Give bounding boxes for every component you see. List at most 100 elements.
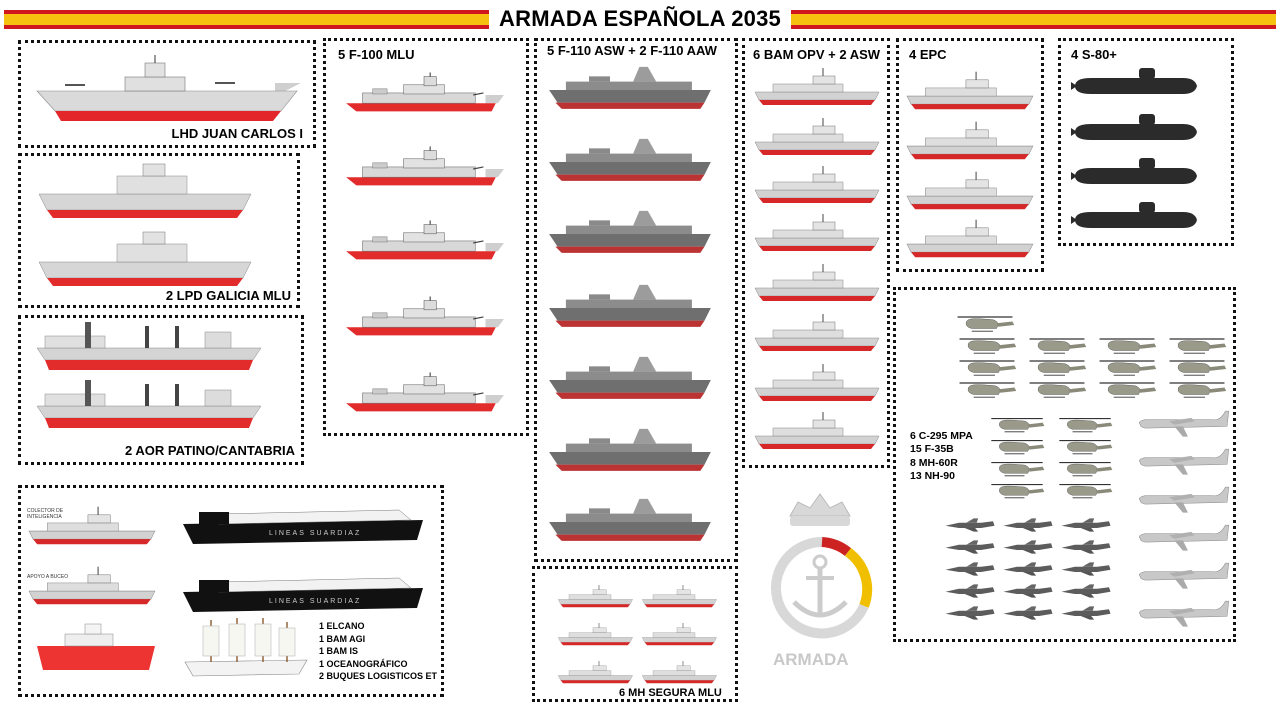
c295-plane [1138, 410, 1230, 438]
f110-ship [549, 210, 711, 253]
nh90-helicopter [1028, 360, 1087, 376]
aviation-line: 8 MH-60R [910, 456, 958, 469]
f100-ship [343, 219, 505, 261]
misc-section: COLECTOR DE INTELIGENCIA APOYO A BUCEO L… [18, 485, 444, 697]
f35b-jet [1003, 562, 1053, 576]
f35b-jet [945, 584, 995, 598]
ferry-ship [183, 577, 423, 612]
ferry-ship [183, 509, 423, 544]
f110-ship [549, 138, 711, 181]
lhd-ship [36, 55, 301, 121]
f100-ship [343, 71, 505, 113]
aviation-line: 15 F-35B [910, 443, 954, 456]
epc-section: 4 EPC [896, 38, 1044, 272]
lhd-label: LHD JUAN CARLOS I [171, 126, 303, 141]
bam-ship [754, 363, 880, 402]
nh90-helicopter [1168, 382, 1227, 398]
f35b-jet [1061, 606, 1111, 620]
c295-plane [1138, 524, 1230, 552]
aor-label: 2 AOR PATINO/CANTABRIA [125, 443, 295, 458]
nh90-helicopter [958, 360, 1017, 376]
f100-ship [343, 371, 505, 413]
mh-label: 6 MH SEGURA MLU [619, 687, 722, 699]
mh60r-helicopter [990, 439, 1045, 455]
lpd-label: 2 LPD GALICIA MLU [165, 288, 291, 303]
f35b-jet [945, 606, 995, 620]
f100-ship [343, 145, 505, 187]
mh-section: 6 MH SEGURA MLU [532, 566, 738, 702]
misc-line: 1 ELCANO [319, 621, 365, 631]
aviation-section: 6 C-295 MPA 15 F-35B 8 MH-60R 13 NH-90 [893, 287, 1236, 642]
nh90-helicopter [1098, 338, 1157, 354]
f35b-jet [1003, 606, 1053, 620]
mh-ship [557, 660, 633, 684]
subs-label: 4 S-80+ [1071, 47, 1117, 62]
c295-plane [1138, 486, 1230, 514]
epc-ship [906, 219, 1034, 258]
misc-line: 1 OCEANOGRÁFICO [319, 658, 408, 669]
nh90-helicopter [1168, 338, 1227, 354]
mh60r-helicopter [1058, 417, 1113, 433]
bam-ship [754, 263, 880, 302]
nh90-helicopter [956, 316, 1015, 332]
submarine [1071, 114, 1197, 140]
ferry-text: LINEAS SUARDIAZ [269, 530, 362, 537]
misc-line: 1 BAM AGI [319, 633, 366, 644]
mh-ship [641, 584, 717, 608]
mh-ship [641, 622, 717, 646]
mh60r-helicopter [990, 417, 1045, 433]
nh90-helicopter [1098, 382, 1157, 398]
mh60r-helicopter [990, 483, 1045, 499]
bam-ship [754, 165, 880, 204]
f35b-jet [1061, 518, 1111, 532]
bam-section: 6 BAM OPV + 2 ASW [742, 38, 890, 468]
bam-agi-ship [28, 506, 156, 545]
f35b-jet [1003, 540, 1053, 554]
mh60r-helicopter [1058, 483, 1113, 499]
page-title: ARMADA ESPAÑOLA 2035 [489, 6, 791, 31]
nh90-helicopter [1028, 382, 1087, 398]
f35b-jet [1061, 584, 1111, 598]
c295-plane [1138, 448, 1230, 476]
aor-section: 2 AOR PATINO/CANTABRIA [18, 315, 304, 465]
caption-diving: APOYO A BUCEO [27, 574, 69, 580]
bam-ship [754, 313, 880, 352]
f35b-jet [945, 562, 995, 576]
epc-ship [906, 121, 1034, 160]
mh60r-helicopter [1058, 439, 1113, 455]
nh90-helicopter [1098, 360, 1157, 376]
aviation-line: 13 NH-90 [910, 470, 955, 483]
lpd-ship-2 [38, 231, 252, 286]
mh-ship [557, 584, 633, 608]
f100-section: 5 F-100 MLU [323, 38, 529, 436]
bam-ship [754, 411, 880, 450]
bam-is-ship [28, 566, 156, 605]
epc-label: 4 EPC [909, 47, 947, 62]
f35b-jet [945, 518, 995, 532]
f110-ship [549, 66, 711, 109]
bam-ship [754, 67, 880, 106]
aor-ship-2 [36, 380, 262, 428]
f35b-jet [1061, 540, 1111, 554]
epc-ship [906, 171, 1034, 210]
ferry-text: LINEAS SUARDIAZ [269, 598, 362, 605]
f35b-jet [945, 540, 995, 554]
caption-intelligence: COLECTOR DE INTELIGENCIA [27, 508, 64, 520]
misc-line: 1 BAM IS [319, 646, 359, 656]
f110-ship [549, 498, 711, 541]
misc-line: 2 BUQUES LOGISTICOS ET [319, 671, 438, 681]
bam-ship [754, 117, 880, 156]
mh60r-helicopter [1058, 461, 1113, 477]
f110-section: 5 F-110 ASW + 2 F-110 AAW [534, 38, 738, 562]
bam-label: 6 BAM OPV + 2 ASW [753, 47, 881, 62]
c295-plane [1138, 562, 1230, 590]
f110-ship [549, 284, 711, 327]
f110-ship [549, 356, 711, 399]
bam-ship [754, 213, 880, 252]
nh90-helicopter [1168, 360, 1227, 376]
submarine [1071, 202, 1197, 228]
aviation-list: 6 C-295 MPA 15 F-35B 8 MH-60R 13 NH-90 [910, 430, 973, 484]
flag-bar-right [776, 10, 1276, 29]
lpd-ship-1 [38, 163, 252, 218]
f110-label: 5 F-110 ASW + 2 F-110 AAW [547, 43, 717, 58]
